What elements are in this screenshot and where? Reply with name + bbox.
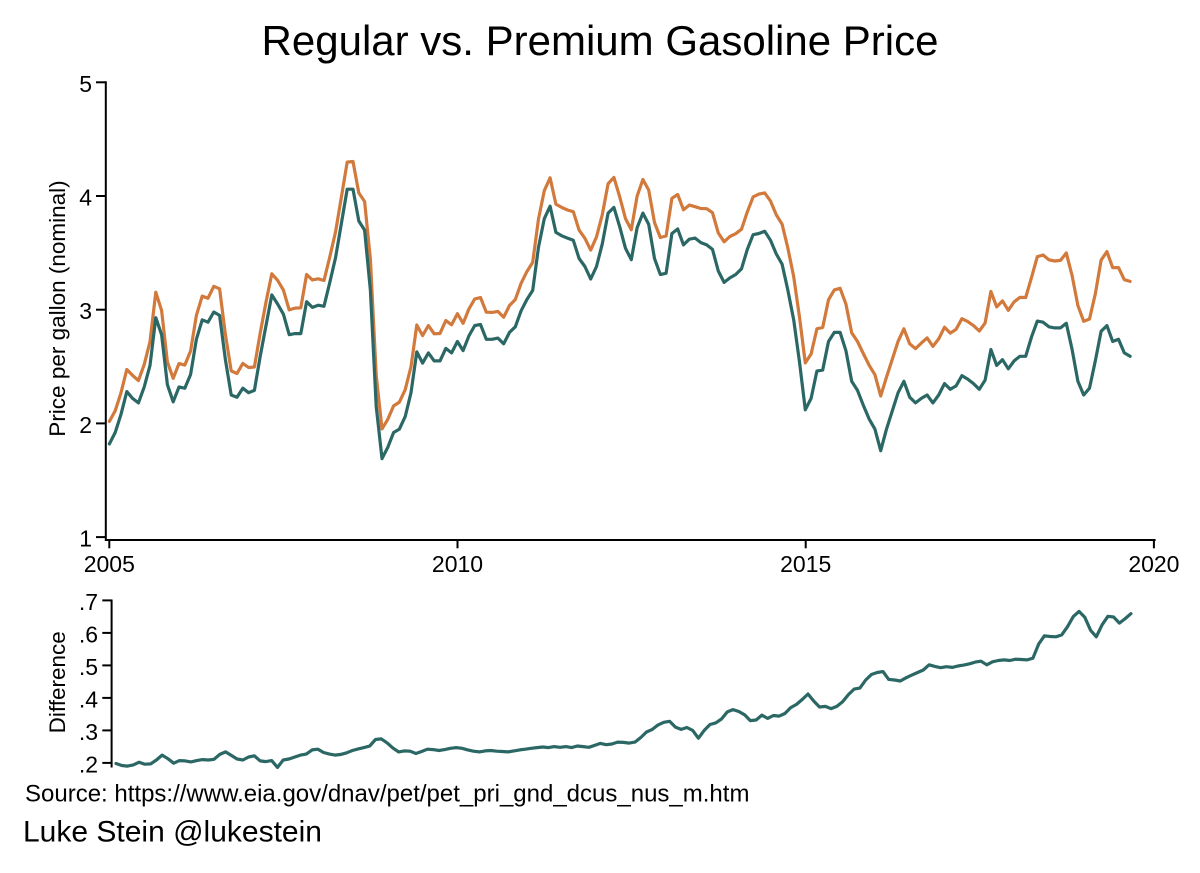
- svg-text:Regular vs. Premium Gasoline P: Regular vs. Premium Gasoline Price: [262, 17, 939, 64]
- svg-text:2010: 2010: [432, 551, 483, 577]
- svg-text:2015: 2015: [780, 551, 831, 577]
- svg-text:5: 5: [79, 71, 92, 97]
- svg-text:2005: 2005: [84, 551, 135, 577]
- svg-text:.4: .4: [79, 686, 98, 712]
- svg-text:2: 2: [79, 412, 92, 438]
- svg-text:2020: 2020: [1128, 551, 1179, 577]
- svg-text:Luke Stein @lukestein: Luke Stein @lukestein: [23, 815, 322, 848]
- svg-text:Difference: Difference: [45, 631, 70, 733]
- svg-text:.2: .2: [79, 751, 98, 777]
- svg-text:1: 1: [79, 526, 92, 552]
- svg-text:.7: .7: [79, 589, 98, 615]
- svg-text:Source: https://www.eia.gov/dn: Source: https://www.eia.gov/dnav/pet/pet…: [25, 780, 749, 807]
- svg-text:3: 3: [79, 298, 92, 324]
- svg-text:.5: .5: [79, 654, 98, 680]
- svg-text:4: 4: [79, 185, 92, 211]
- svg-text:Price per gallon (nominal): Price per gallon (nominal): [45, 180, 70, 436]
- svg-text:.6: .6: [79, 621, 98, 647]
- svg-text:.3: .3: [79, 719, 98, 745]
